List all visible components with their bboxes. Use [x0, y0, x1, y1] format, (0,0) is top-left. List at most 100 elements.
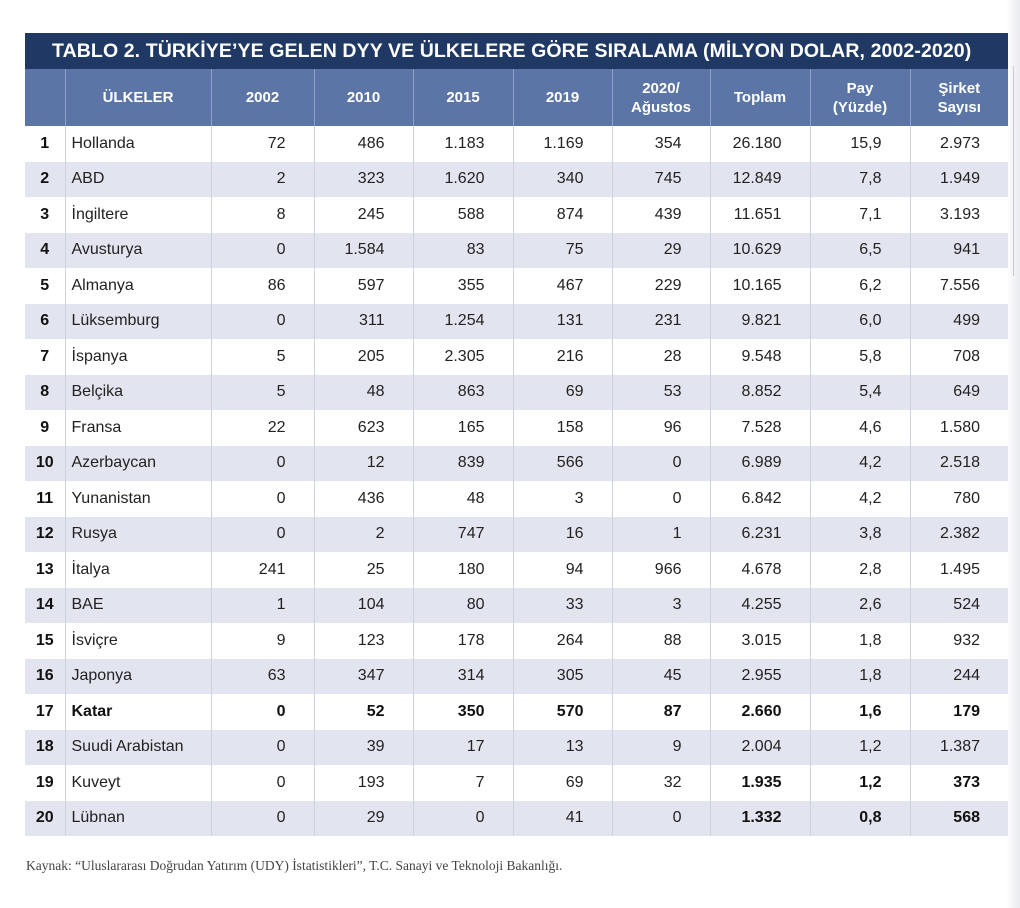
- header-share-line2: (Yüzde): [832, 98, 888, 116]
- cell-2015: 863: [413, 374, 514, 410]
- cell-2002: 86: [211, 268, 315, 304]
- cell-2010: 311: [314, 303, 414, 339]
- cell-country: İngiltere: [65, 197, 212, 233]
- cell-total: 8.852: [710, 374, 811, 410]
- cell-2019: 75: [513, 232, 613, 268]
- cell-firms: 1.949: [910, 161, 1008, 197]
- cell-2010: 48: [314, 374, 414, 410]
- cell-total: 6.989: [710, 445, 811, 481]
- cell-country: Rusya: [65, 516, 212, 552]
- cell-rank: 8: [25, 374, 66, 410]
- cell-2010: 597: [314, 268, 414, 304]
- cell-2020-august: 29: [612, 232, 711, 268]
- table-row: 13 İtalya 241 25 180 94 966 4.678 2,8 1.495: [25, 552, 1008, 588]
- cell-firms: 568: [910, 800, 1008, 836]
- cell-total: 6.231: [710, 516, 811, 552]
- cell-2020-august: 231: [612, 303, 711, 339]
- table-row: 7 İspanya 5 205 2.305 216 28 9.548 5,8 708: [25, 339, 1008, 375]
- cell-2020-august: 9: [612, 729, 711, 765]
- cell-country: Almanya: [65, 268, 212, 304]
- cell-2015: 17: [413, 729, 514, 765]
- cell-country: İsviçre: [65, 623, 212, 659]
- cell-2002: 9: [211, 623, 315, 659]
- cell-rank: 9: [25, 410, 66, 446]
- cell-2019: 33: [513, 587, 613, 623]
- cell-2019: 1.169: [513, 126, 613, 162]
- cell-share: 5,8: [810, 339, 911, 375]
- cell-country: Fransa: [65, 410, 212, 446]
- cell-2019: 16: [513, 516, 613, 552]
- cell-2020-august: 88: [612, 623, 711, 659]
- cell-country: Japonya: [65, 658, 212, 694]
- cell-2010: 323: [314, 161, 414, 197]
- cell-total: 26.180: [710, 126, 811, 162]
- cell-share: 1,8: [810, 658, 911, 694]
- table-row: 2 ABD 2 323 1.620 340 745 12.849 7,8 1.949: [25, 161, 1008, 197]
- cell-2020-august: 45: [612, 658, 711, 694]
- cell-2010: 2: [314, 516, 414, 552]
- cell-2010: 486: [314, 126, 414, 162]
- cell-2019: 216: [513, 339, 613, 375]
- cell-2002: 8: [211, 197, 315, 233]
- cell-2015: 350: [413, 694, 514, 730]
- cell-2002: 241: [211, 552, 315, 588]
- cell-rank: 18: [25, 729, 66, 765]
- fdi-table: ÜLKELER 2002 2010 2015 2019 2020/Ağustos…: [25, 69, 1008, 836]
- cell-firms: 708: [910, 339, 1008, 375]
- cell-country: Yunanistan: [65, 481, 212, 517]
- cell-2002: 0: [211, 303, 315, 339]
- cell-firms: 524: [910, 587, 1008, 623]
- header-firms: Şirket Sayısı: [910, 69, 1008, 126]
- cell-rank: 4: [25, 232, 66, 268]
- page-edge-line: [1013, 66, 1014, 276]
- cell-share: 4,2: [810, 481, 911, 517]
- cell-2002: 1: [211, 587, 315, 623]
- table-row: 6 Lüksemburg 0 311 1.254 131 231 9.821 6,0 499: [25, 303, 1008, 339]
- cell-2002: 0: [211, 800, 315, 836]
- table-title: TABLO 2. TÜRKİYE’YE GELEN DYY VE ÜLKELER…: [25, 33, 1008, 69]
- cell-2010: 104: [314, 587, 414, 623]
- cell-rank: 12: [25, 516, 66, 552]
- cell-firms: 373: [910, 765, 1008, 801]
- cell-2010: 1.584: [314, 232, 414, 268]
- header-row: ÜLKELER 2002 2010 2015 2019 2020/Ağustos…: [25, 69, 1008, 126]
- table-row: 8 Belçika 5 48 863 69 53 8.852 5,4 649: [25, 374, 1008, 410]
- cell-share: 4,6: [810, 410, 911, 446]
- cell-2010: 245: [314, 197, 414, 233]
- cell-2015: 355: [413, 268, 514, 304]
- cell-rank: 3: [25, 197, 66, 233]
- table-row: 11 Yunanistan 0 436 48 3 0 6.842 4,2 780: [25, 481, 1008, 517]
- cell-share: 15,9: [810, 126, 911, 162]
- cell-firms: 179: [910, 694, 1008, 730]
- cell-2020-august: 32: [612, 765, 711, 801]
- cell-total: 11.651: [710, 197, 811, 233]
- cell-2019: 570: [513, 694, 613, 730]
- cell-2002: 5: [211, 339, 315, 375]
- cell-2015: 180: [413, 552, 514, 588]
- cell-rank: 17: [25, 694, 66, 730]
- cell-rank: 20: [25, 800, 66, 836]
- cell-share: 1,2: [810, 729, 911, 765]
- cell-2020-august: 354: [612, 126, 711, 162]
- cell-2010: 347: [314, 658, 414, 694]
- cell-rank: 16: [25, 658, 66, 694]
- fdi-table-container: TABLO 2. TÜRKİYE’YE GELEN DYY VE ÜLKELER…: [25, 33, 1008, 836]
- cell-rank: 7: [25, 339, 66, 375]
- header-total: Toplam: [710, 69, 811, 126]
- cell-total: 4.255: [710, 587, 811, 623]
- cell-rank: 11: [25, 481, 66, 517]
- cell-2019: 874: [513, 197, 613, 233]
- cell-2015: 314: [413, 658, 514, 694]
- cell-share: 5,4: [810, 374, 911, 410]
- table-row: 4 Avusturya 0 1.584 83 75 29 10.629 6,5 941: [25, 232, 1008, 268]
- cell-country: Azerbaycan: [65, 445, 212, 481]
- table-row: 1 Hollanda 72 486 1.183 1.169 354 26.180 15,9 2.9…: [25, 126, 1008, 162]
- header-2015: 2015: [413, 69, 514, 126]
- cell-rank: 1: [25, 126, 66, 162]
- cell-2002: 72: [211, 126, 315, 162]
- cell-rank: 10: [25, 445, 66, 481]
- cell-total: 3.015: [710, 623, 811, 659]
- cell-2010: 193: [314, 765, 414, 801]
- cell-2020-august: 96: [612, 410, 711, 446]
- cell-2020-august: 1: [612, 516, 711, 552]
